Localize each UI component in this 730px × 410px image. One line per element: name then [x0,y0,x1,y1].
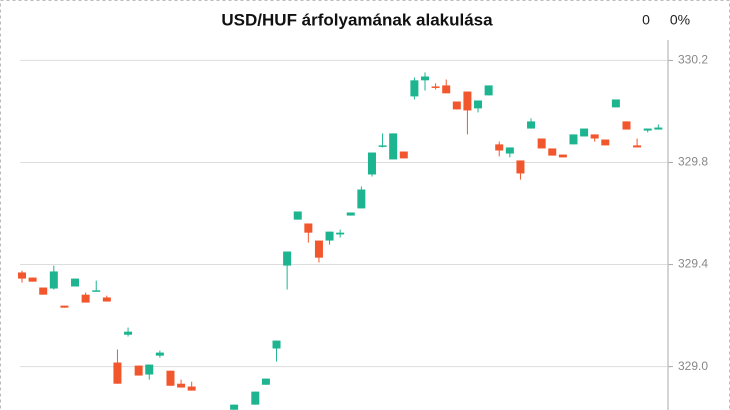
candle-body [357,189,366,209]
candle-body [251,391,260,405]
candle-body [463,91,472,111]
candle-body [548,148,557,156]
candle-body [113,362,122,384]
candle-body [611,99,620,108]
candle-body [474,100,483,109]
candle-body [60,305,69,308]
candle-body [39,287,48,295]
candle-body [18,272,26,279]
change-percent: 0% [670,12,690,28]
candle-body [389,133,398,160]
candle-body [410,80,419,97]
candle-body [272,340,281,349]
candle-body [346,212,355,216]
candle-body [580,128,589,137]
candle-body [49,271,58,289]
candle-body [283,251,292,266]
candle-body [314,240,323,258]
candle-body [166,370,175,386]
candle-body [293,211,302,220]
candle-body [378,145,387,147]
candle-body [399,151,408,159]
candle-body [187,386,196,391]
y-tick-label: 329.8 [678,155,708,169]
candle-body [420,76,429,81]
candle-body [484,85,493,96]
candle-body [505,147,514,154]
candle-body [304,223,313,233]
candle-body [102,297,111,302]
candle-body [261,378,270,385]
candle-body [177,383,186,388]
candle-body [71,278,80,287]
candle-body [527,121,536,129]
candle-body [622,121,631,130]
candle-body [28,277,37,282]
candle-body [654,127,663,130]
candle-body [516,160,525,174]
candle-body [134,365,143,376]
candle-body [325,231,334,241]
candle-body [230,404,239,410]
candle-body [92,290,101,292]
candle-body [155,352,164,356]
candle-body [367,152,376,175]
y-tick-label: 329.0 [678,359,708,373]
y-tick-label: 329.4 [678,257,708,271]
candle-body [590,134,599,139]
candle-body [558,154,567,158]
candle-body [537,138,546,149]
candle-body [452,101,461,110]
candle-body [124,331,133,335]
chart-title: USD/HUF árfolyamának alakulása [221,10,493,29]
candle-body [442,85,451,94]
candle-body [81,294,90,303]
candle-body [336,232,345,235]
candle-body [569,134,578,145]
candle-body [145,364,154,375]
candle-body [601,139,610,146]
candle-body [431,86,440,88]
candle-body [495,144,504,151]
change: 0 [642,12,650,28]
y-tick-label: 330.2 [678,53,708,67]
candle-body [633,145,642,148]
candle-body [643,128,652,131]
